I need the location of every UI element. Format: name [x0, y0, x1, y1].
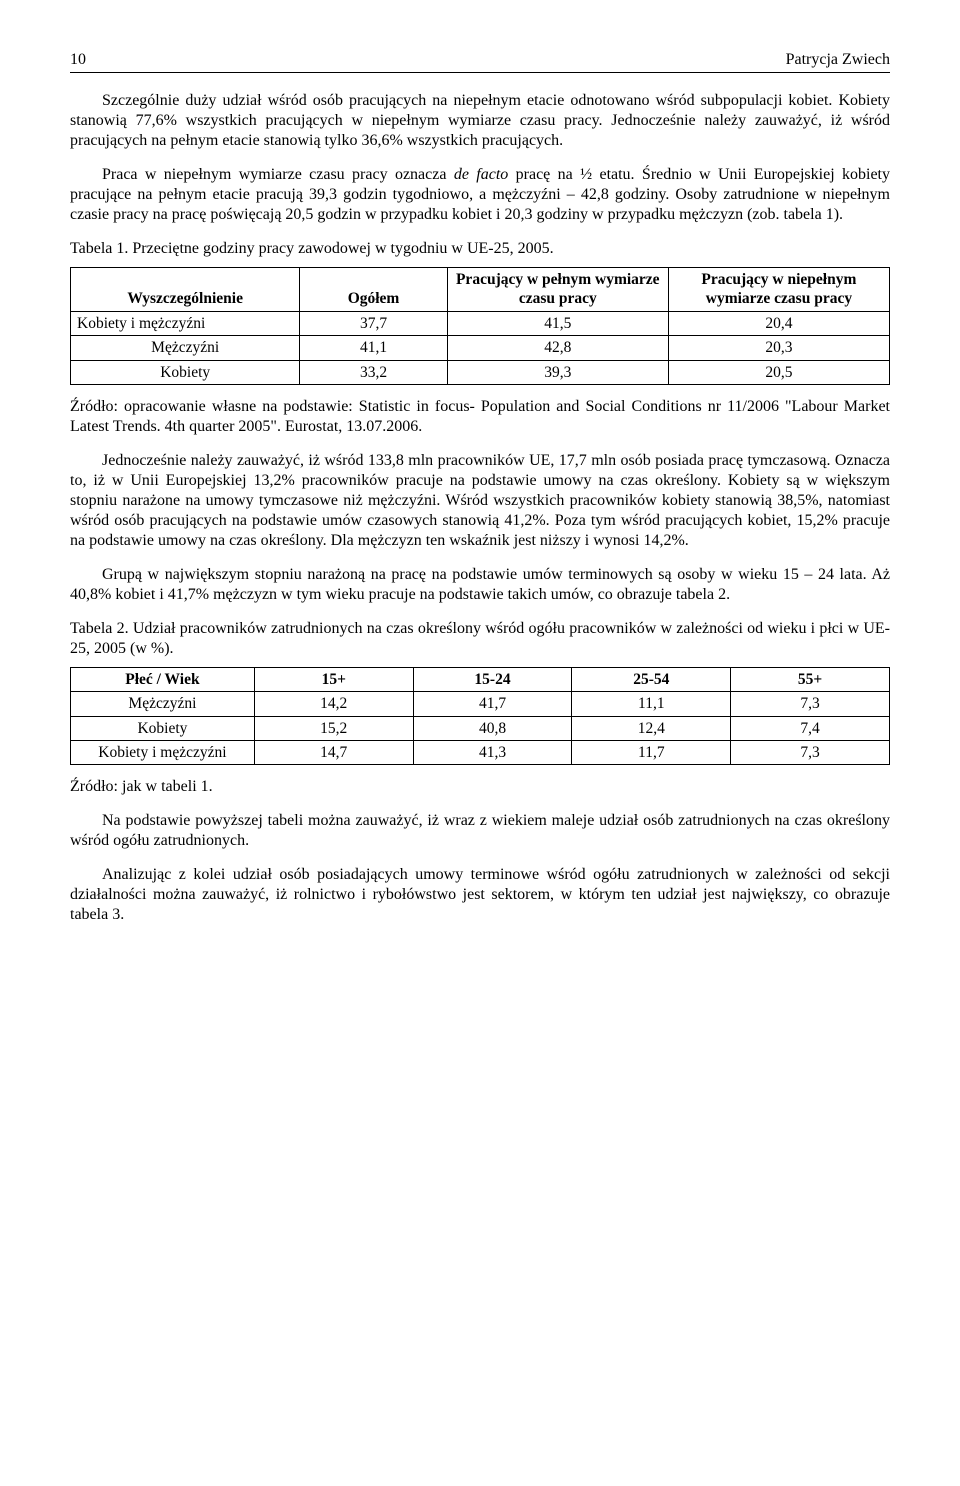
table2-col2: 15-24 [413, 667, 572, 691]
table1-col0: Wyszczególnienie [71, 268, 300, 312]
cell: Kobiety [71, 716, 255, 740]
cell: 15,2 [254, 716, 413, 740]
cell: 14,2 [254, 692, 413, 716]
paragraph-2a-text: Praca w niepełnym wymiarze czasu pracy o… [102, 166, 454, 183]
table-row: Mężczyźni 41,1 42,8 20,3 [71, 336, 890, 360]
table-row: Kobiety 15,2 40,8 12,4 7,4 [71, 716, 890, 740]
paragraph-1: Szczególnie duży udział wśród osób pracu… [70, 91, 890, 151]
cell: 41,5 [447, 311, 668, 335]
table1-source: Źródło: opracowanie własne na podstawie:… [70, 397, 890, 437]
table-2: Płeć / Wiek 15+ 15-24 25-54 55+ Mężczyźn… [70, 667, 890, 766]
cell: 11,7 [572, 741, 731, 765]
cell: 7,3 [731, 692, 890, 716]
cell: 42,8 [447, 336, 668, 360]
cell: Mężczyźni [71, 336, 300, 360]
cell: 33,2 [300, 360, 447, 384]
table2-col3: 25-54 [572, 667, 731, 691]
table-row: Wyszczególnienie Ogółem Pracujący w pełn… [71, 268, 890, 312]
table2-source: Źródło: jak w tabeli 1. [70, 777, 890, 797]
cell: Kobiety i mężczyźni [71, 311, 300, 335]
table-row: Kobiety i mężczyźni 37,7 41,5 20,4 [71, 311, 890, 335]
table-row: Kobiety i mężczyźni 14,7 41,3 11,7 7,3 [71, 741, 890, 765]
italic-defacto: de facto [454, 166, 508, 183]
paragraph-5: Na podstawie powyższej tabeli można zauw… [70, 811, 890, 851]
page-number: 10 [70, 50, 86, 70]
cell: 20,3 [668, 336, 889, 360]
cell: 41,1 [300, 336, 447, 360]
paragraph-4: Grupą w największym stopniu narażoną na … [70, 565, 890, 605]
cell: 14,7 [254, 741, 413, 765]
cell: 40,8 [413, 716, 572, 740]
paragraph-6: Analizując z kolei udział osób posiadają… [70, 865, 890, 925]
page-header: 10 Patrycja Zwiech [70, 50, 890, 73]
cell: 37,7 [300, 311, 447, 335]
cell: 39,3 [447, 360, 668, 384]
cell: Mężczyźni [71, 692, 255, 716]
table-row: Mężczyźni 14,2 41,7 11,1 7,3 [71, 692, 890, 716]
cell: Kobiety [71, 360, 300, 384]
cell: 12,4 [572, 716, 731, 740]
cell: 20,5 [668, 360, 889, 384]
paragraph-2: Praca w niepełnym wymiarze czasu pracy o… [70, 165, 890, 225]
table-row: Kobiety 33,2 39,3 20,5 [71, 360, 890, 384]
table1-caption: Tabela 1. Przeciętne godziny pracy zawod… [70, 239, 890, 259]
cell: 7,4 [731, 716, 890, 740]
cell: 41,7 [413, 692, 572, 716]
table1-col2: Pracujący w pełnym wymiarze czasu pracy [447, 268, 668, 312]
cell: 20,4 [668, 311, 889, 335]
table-row: Płeć / Wiek 15+ 15-24 25-54 55+ [71, 667, 890, 691]
table1-col3: Pracujący w niepełnym wymiarze czasu pra… [668, 268, 889, 312]
cell: 7,3 [731, 741, 890, 765]
cell: 11,1 [572, 692, 731, 716]
table2-col0: Płeć / Wiek [71, 667, 255, 691]
table2-caption: Tabela 2. Udział pracowników zatrudniony… [70, 619, 890, 659]
table-1: Wyszczególnienie Ogółem Pracujący w pełn… [70, 267, 890, 385]
table2-col4: 55+ [731, 667, 890, 691]
paragraph-3: Jednocześnie należy zauważyć, iż wśród 1… [70, 451, 890, 551]
cell: Kobiety i mężczyźni [71, 741, 255, 765]
table2-col1: 15+ [254, 667, 413, 691]
table1-col1: Ogółem [300, 268, 447, 312]
cell: 41,3 [413, 741, 572, 765]
author-name: Patrycja Zwiech [786, 50, 890, 70]
